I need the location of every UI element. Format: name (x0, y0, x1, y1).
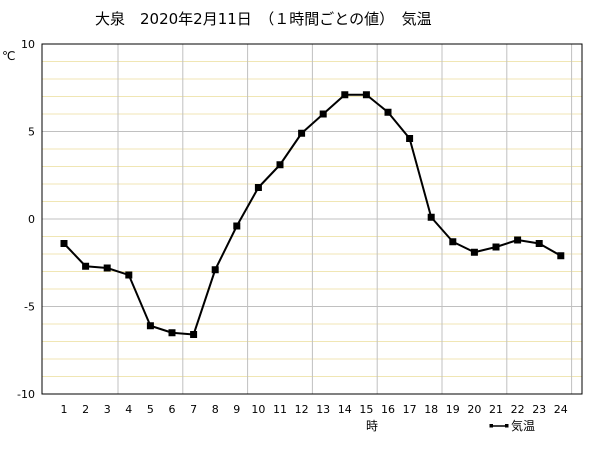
data-point (298, 129, 306, 137)
x-tick-label: 23 (532, 403, 546, 416)
x-axis-label: 時 (366, 419, 378, 433)
y-tick-label: 5 (28, 126, 35, 139)
x-tick-label: 10 (251, 403, 265, 416)
data-point (492, 243, 500, 251)
x-tick-label: 12 (295, 403, 309, 416)
x-tick-label: 18 (424, 403, 438, 416)
y-tick-label: -5 (24, 301, 35, 314)
x-tick-label: 11 (273, 403, 287, 416)
x-tick-label: 9 (233, 403, 240, 416)
x-tick-label: 6 (169, 403, 176, 416)
data-point (125, 271, 133, 279)
legend-marker (489, 424, 493, 428)
data-point (190, 331, 198, 338)
data-point (470, 248, 478, 256)
x-tick-label: 15 (359, 403, 373, 416)
x-tick-label: 5 (147, 403, 154, 416)
series-line (63, 93, 562, 336)
x-tick-label: 17 (403, 403, 417, 416)
y-tick-label: -10 (17, 388, 35, 401)
legend-marker (505, 424, 509, 428)
data-point (254, 184, 262, 191)
y-axis-ticks: 10 5 0 -5 -10 (17, 38, 35, 401)
data-point (341, 91, 349, 99)
y-tick-label: 0 (28, 213, 35, 226)
x-tick-label: 14 (338, 403, 352, 416)
data-point (514, 236, 522, 244)
y-axis-label: ℃ (2, 49, 15, 63)
x-tick-label: 24 (554, 403, 568, 416)
data-point (103, 264, 111, 272)
data-point (535, 240, 543, 247)
y-tick-label: 10 (21, 38, 35, 51)
series-temperature (60, 91, 565, 338)
x-tick-label: 8 (212, 403, 219, 416)
x-tick-label: 21 (489, 403, 503, 416)
data-point (362, 91, 370, 99)
grid (42, 44, 582, 394)
x-axis-ticks: 1 2 3 4 5 6 7 8 9 10 11 12 13 14 15 16 17 18 19 20 21 22 23 24 (61, 403, 568, 416)
data-point (233, 222, 241, 230)
x-tick-label: 19 (446, 403, 460, 416)
x-tick-label: 20 (467, 403, 481, 416)
legend: 気温 (489, 418, 535, 433)
plot-frame (41, 43, 583, 395)
x-tick-label: 3 (104, 403, 111, 416)
data-point (557, 252, 565, 260)
chart-title: 大泉 2020年2月11日 （１時間ごとの値） 気温 (95, 10, 432, 28)
data-point (168, 329, 176, 337)
x-tick-label: 22 (511, 403, 525, 416)
data-point (211, 266, 219, 274)
data-point (146, 322, 154, 330)
data-point (319, 110, 327, 118)
data-point (276, 161, 284, 169)
data-point (60, 240, 68, 247)
data-point (406, 135, 414, 142)
data-point (427, 213, 435, 221)
x-tick-label: 16 (381, 403, 395, 416)
x-tick-label: 2 (82, 403, 89, 416)
x-tick-label: 1 (61, 403, 68, 416)
x-tick-label: 4 (125, 403, 132, 416)
legend-label: 気温 (511, 418, 535, 433)
data-point (82, 262, 90, 270)
data-point (384, 108, 392, 116)
x-tick-label: 13 (316, 403, 330, 416)
x-tick-label: 7 (190, 403, 197, 416)
data-point (449, 238, 457, 246)
